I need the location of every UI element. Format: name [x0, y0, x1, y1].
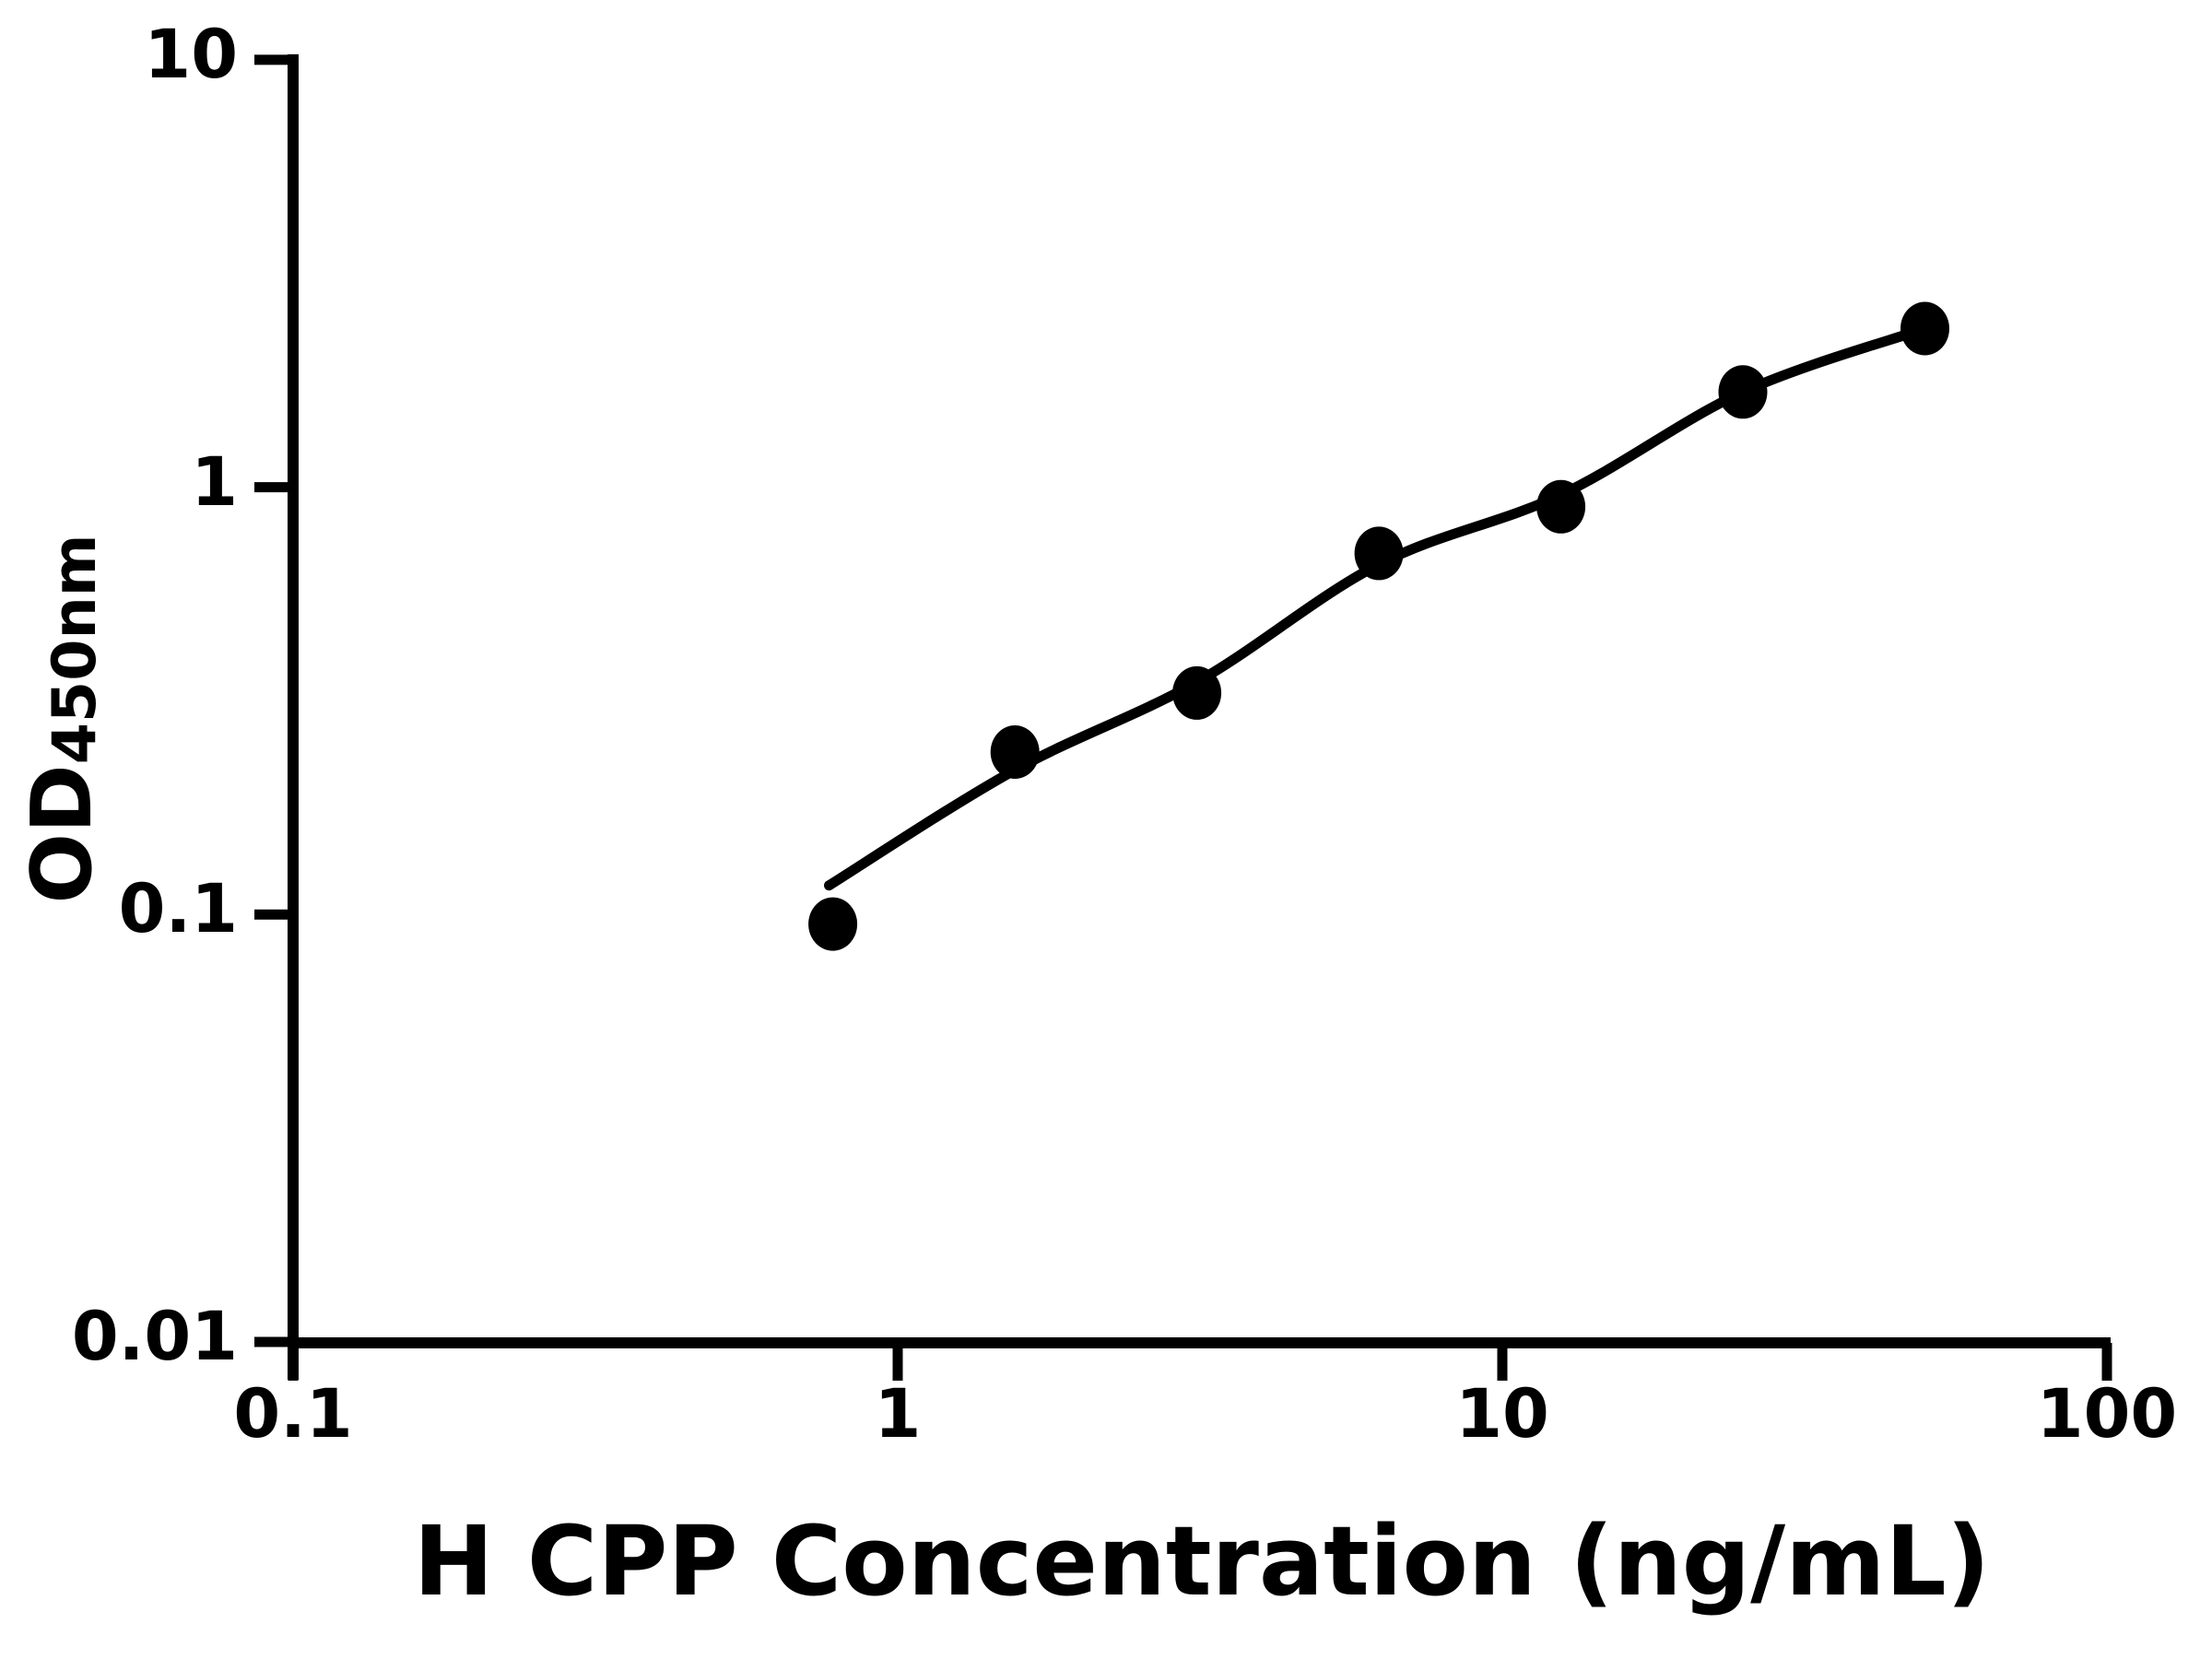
- y-tick-label-1: 1: [191, 442, 238, 522]
- y-axis-title-subscript: 450nm: [41, 534, 110, 765]
- data-point: [1354, 526, 1404, 581]
- data-point: [1900, 301, 1949, 356]
- x-axis-title: H CPP Concentration (ng/mL): [413, 1505, 1991, 1618]
- x-tick-label-10: 10: [1455, 1375, 1549, 1453]
- y-tick-label-10: 10: [144, 15, 238, 94]
- x-tick-label-1: 1: [874, 1375, 922, 1453]
- fit-curve: [824, 324, 1930, 891]
- x-tick-label-0-1: 0.1: [233, 1375, 353, 1453]
- data-point: [1172, 665, 1222, 720]
- y-axis-title-main: OD: [14, 764, 111, 904]
- y-tick-label-0-1: 0.1: [118, 870, 238, 949]
- data-point: [1718, 365, 1768, 419]
- data-point: [808, 897, 858, 951]
- data-point: [990, 725, 1040, 779]
- data-point: [1536, 479, 1586, 534]
- y-tick-label-0-01: 0.01: [71, 1298, 238, 1376]
- x-tick-label-100: 100: [2036, 1375, 2178, 1453]
- y-axis-title: OD450nm: [14, 534, 117, 904]
